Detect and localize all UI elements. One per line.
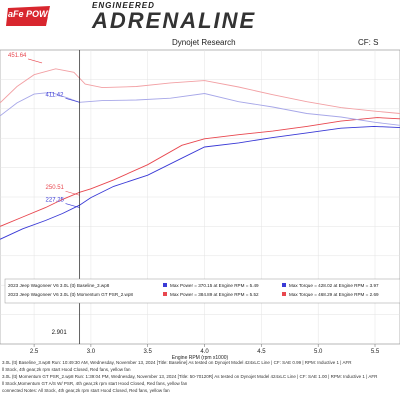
legend-run-name: 2023 Jeep Wagoneer V6 3.0L (tt) Momentum… — [8, 292, 133, 297]
legend-swatch — [163, 292, 167, 296]
header: aFe POWER ENGINEERED ADRENALINE Dynojet … — [0, 0, 400, 47]
footer-line: 3.0L (tt) Momentum GT PSR_2.wp8 Run: 1:3… — [2, 374, 378, 379]
x-tick-label: 5.5 — [371, 349, 380, 355]
x-axis: 2.5 3.0 3.5 4.0 4.5 5.0 5.5 Engine RPM (rpm x10… — [30, 344, 380, 360]
footer-line: ll Stock,Momentum GT A/S W/ PSR, 4th gea… — [2, 381, 188, 386]
series-line — [0, 68, 400, 114]
data-label-arrow — [65, 203, 80, 208]
legend-max-torque: Max Torque = 428.02 at Engine RPM = 3.97 — [289, 283, 379, 288]
series-line — [0, 125, 400, 240]
run-notes: 3.0L (tt) Baseline_3.wp8 Run: 10:49:30 A… — [0, 360, 400, 400]
logo-text: aFe POWER — [8, 9, 61, 19]
legend-swatch — [282, 292, 286, 296]
logo-icon — [6, 6, 50, 26]
data-label-arrow — [65, 98, 80, 103]
legend-swatch — [163, 283, 167, 287]
footer-line: 3.0L (tt) Baseline_3.wp8 Run: 10:49:30 A… — [2, 360, 352, 365]
legend-swatch — [282, 283, 286, 287]
chart-legend: 2023 Jeep Wagoneer V6 3.0L (tt) Baseline… — [4, 278, 400, 304]
footer-line: connected Notes: All Stock, 4th gear,2k … — [2, 388, 170, 393]
data-label: 411.42 — [46, 92, 65, 98]
legend-max-torque: Max Torque = 468.29 at Engine RPM = 2.69 — [289, 292, 379, 297]
cursor-label: 2.901 — [52, 330, 68, 336]
x-axis-label: Engine RPM (rpm x1000) — [172, 355, 229, 360]
legend-max-power: Max Power = 370.15 at Engine RPM = 5.49 — [170, 283, 259, 288]
x-tick-label: 2.5 — [30, 349, 39, 355]
footer-line: ll Stock, 4th gear,2k rpm start Hood Clo… — [2, 367, 131, 372]
dyno-chart: 2.901 451.64 411.42 250.51 227.25 2.5 3.0 3.5… — [0, 49, 400, 360]
legend-max-power: Max Power = 384.89 at Engine RPM = 5.52 — [170, 292, 259, 297]
x-tick-label: 4.0 — [200, 349, 209, 355]
legend-box — [4, 278, 400, 304]
legend-run-name: 2023 Jeep Wagoneer V6 3.0L (tt) Baseline… — [8, 283, 110, 288]
cf-label: CF: S — [358, 38, 379, 47]
data-label: 250.51 — [46, 185, 65, 191]
data-label: 451.64 — [8, 53, 27, 59]
brand-small: ENGINEERED — [92, 1, 155, 10]
x-tick-label: 3.5 — [144, 349, 153, 355]
data-label-arrow — [27, 58, 43, 64]
brand-title: ADRENALINE — [92, 8, 257, 33]
series-line — [0, 91, 400, 126]
x-tick-label: 3.0 — [87, 349, 96, 355]
chart-annotations: 451.64 411.42 250.51 227.25 — [8, 53, 80, 208]
data-label-arrow — [65, 190, 80, 196]
data-label: 227.25 — [46, 198, 65, 204]
x-tick-label: 4.5 — [257, 349, 266, 355]
x-tick-label: 5.0 — [314, 349, 323, 355]
series-line — [0, 117, 400, 227]
chart-subtitle: Dynojet Research — [172, 38, 236, 47]
